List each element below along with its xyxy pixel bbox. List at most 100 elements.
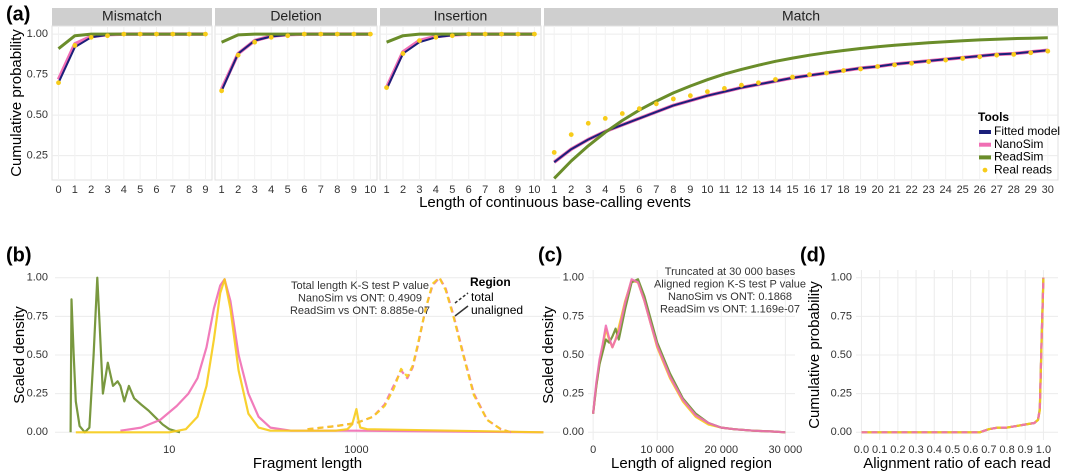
data-point <box>532 31 537 37</box>
x-tick-label: 2 <box>568 184 574 196</box>
y-tick-label: 1.00 <box>563 272 584 284</box>
x-tick-label: 6 <box>153 184 159 196</box>
y-tick-label: 0.25 <box>563 388 584 400</box>
data-point <box>909 60 915 66</box>
legend-label: Real reads <box>994 162 1052 176</box>
data-point <box>154 31 159 37</box>
x-tick-label: 0 <box>590 444 596 456</box>
data-point <box>670 96 676 102</box>
series-line <box>120 278 544 434</box>
y-tick-label: 0.25 <box>831 388 852 400</box>
legend-key <box>454 305 469 317</box>
data-point <box>636 106 642 112</box>
x-tick-label: 25 <box>957 184 969 196</box>
x-tick-label: 3 <box>104 184 110 196</box>
x-tick-label: 1.0 <box>1036 444 1051 456</box>
data-point <box>653 101 659 107</box>
x-tick-label: 4 <box>602 184 608 196</box>
y-tick-label: 0.00 <box>831 426 852 438</box>
x-tick-label: 12 <box>735 184 747 196</box>
series-line <box>592 278 786 434</box>
annotation: NanoSim vs ONT: 0.1868 <box>668 291 792 303</box>
y-tick-label: 0.25 <box>27 388 48 400</box>
x-tick-label: 5 <box>285 184 291 196</box>
x-tick-label: 9 <box>202 184 208 196</box>
data-point <box>722 86 727 91</box>
x-tick-label: 4 <box>268 184 274 196</box>
x-tick-label: 19 <box>854 184 866 196</box>
x-tick-label: 0.3 <box>908 444 923 456</box>
data-point <box>301 31 307 37</box>
data-point <box>433 34 439 40</box>
x-tick-label: 10 <box>163 444 175 456</box>
x-tick-label: 9 <box>515 184 521 196</box>
data-point <box>252 39 258 45</box>
annotation: NanoSim vs ONT: 0.4909 <box>298 292 422 304</box>
data-point <box>449 33 455 39</box>
x-tick-label: 9 <box>351 184 357 196</box>
data-point <box>72 43 78 48</box>
data-point <box>56 80 61 86</box>
data-point <box>619 111 625 116</box>
x-tick-label: 8 <box>186 184 192 196</box>
y-tick-label: 0.75 <box>563 310 584 322</box>
x-tick-label: 29 <box>1025 184 1037 196</box>
data-point <box>88 34 94 40</box>
annotation: ReadSim vs ONT: 8.885e-07 <box>290 305 430 317</box>
data-point <box>268 34 274 40</box>
data-point <box>219 88 225 94</box>
data-point <box>170 31 176 37</box>
x-tick-label: 20 000 <box>704 444 738 456</box>
x-tick-label: 3 <box>585 184 591 196</box>
x-tick-label: 7 <box>482 184 488 196</box>
data-point <box>841 68 846 73</box>
data-point <box>515 31 521 37</box>
legend-key <box>979 130 991 134</box>
y-tick-label: 0.00 <box>563 426 584 438</box>
x-tick-label: 18 <box>837 184 849 196</box>
data-point <box>585 120 591 126</box>
facet-panel <box>214 25 378 181</box>
x-tick-label: 9 <box>687 184 693 196</box>
data-point <box>1028 50 1034 56</box>
legend-label: NanoSim <box>994 137 1043 151</box>
x-tick-label: 6 <box>466 184 472 196</box>
data-point <box>704 89 710 95</box>
data-point <box>960 56 966 61</box>
y-tick-label: 1.00 <box>27 272 48 284</box>
legend-label: ReadSim <box>994 150 1043 164</box>
x-tick-label: 0.1 <box>872 444 887 456</box>
x-tick-label: 23 <box>923 184 935 196</box>
x-axis-title: Length of aligned region <box>611 455 772 472</box>
data-point <box>756 80 761 86</box>
series-line <box>307 276 512 434</box>
x-tick-label: 4 <box>121 184 127 196</box>
data-point <box>926 59 932 65</box>
data-point <box>551 150 557 155</box>
series-line <box>75 278 544 434</box>
x-tick-label: 0.4 <box>927 444 942 456</box>
x-tick-label: 8 <box>670 184 676 196</box>
y-tick-label: 0.75 <box>831 310 852 322</box>
data-point <box>824 70 829 76</box>
y-tick-label: 0.75 <box>27 69 48 81</box>
data-point <box>105 33 110 39</box>
facet-strip <box>52 8 212 26</box>
data-point <box>858 66 863 72</box>
series-line <box>57 32 206 50</box>
data-point <box>994 52 1000 58</box>
series-line <box>386 32 535 44</box>
x-tick-label: 0.6 <box>963 444 978 456</box>
facet-panel <box>543 25 1059 181</box>
annotation: Aligned region K-S test P value <box>654 278 806 290</box>
panel-label: (a) <box>6 3 30 25</box>
legend-key <box>454 292 469 304</box>
facet-strip <box>215 8 377 26</box>
data-point <box>773 77 778 82</box>
x-tick-label: 10 <box>364 184 376 196</box>
legend-key <box>982 167 988 173</box>
x-tick-label: 16 <box>803 184 815 196</box>
facet-strip <box>380 8 541 26</box>
data-point <box>334 31 340 37</box>
x-tick-label: 14 <box>769 184 781 196</box>
